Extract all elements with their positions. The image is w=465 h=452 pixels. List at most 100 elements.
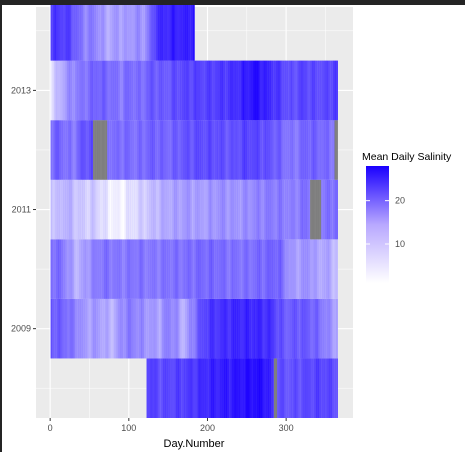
heatmap-tile bbox=[205, 358, 207, 418]
heatmap-tile bbox=[181, 358, 183, 418]
heatmap-tile bbox=[107, 179, 109, 240]
heatmap-tile bbox=[215, 120, 217, 180]
heatmap-tile bbox=[177, 298, 179, 359]
heatmap-tile bbox=[240, 60, 242, 121]
heatmap-tile bbox=[85, 179, 87, 240]
heatmap-tile bbox=[202, 239, 204, 299]
heatmap-tile bbox=[114, 179, 116, 240]
heatmap-tile bbox=[171, 60, 173, 121]
heatmap-tile bbox=[80, 120, 82, 180]
heatmap-tile bbox=[262, 120, 264, 180]
heatmap-tile bbox=[56, 5, 58, 61]
heatmap-tile bbox=[257, 358, 259, 418]
heatmap-tile bbox=[325, 239, 327, 299]
heatmap-tile bbox=[298, 239, 300, 299]
heatmap-tile bbox=[273, 120, 275, 180]
heatmap-tile bbox=[55, 239, 57, 299]
heatmap-tile bbox=[106, 5, 108, 61]
heatmap-tile bbox=[285, 120, 287, 180]
heatmap-tile bbox=[137, 120, 139, 180]
heatmap-tile bbox=[94, 179, 96, 240]
heatmap-tile bbox=[175, 60, 177, 121]
heatmap-tile bbox=[321, 120, 323, 180]
heatmap-tile bbox=[106, 298, 108, 359]
heatmap-tile bbox=[301, 298, 303, 359]
heatmap-tile bbox=[59, 239, 61, 299]
heatmap-tile bbox=[133, 298, 135, 359]
heatmap-tile bbox=[329, 179, 331, 240]
heatmap-tile bbox=[307, 239, 309, 299]
heatmap-tile bbox=[190, 239, 192, 299]
heatmap-tile bbox=[83, 298, 85, 359]
heatmap-tile bbox=[156, 298, 158, 359]
heatmap-tile bbox=[296, 358, 298, 418]
heatmap-tile bbox=[111, 60, 113, 121]
heatmap-tile bbox=[93, 298, 95, 359]
heatmap-tile bbox=[247, 179, 250, 240]
heatmap-tile bbox=[116, 179, 118, 240]
heatmap-tile bbox=[119, 5, 121, 61]
heatmap-tile bbox=[124, 239, 126, 299]
heatmap-tile bbox=[113, 120, 115, 180]
heatmap-tile bbox=[307, 179, 309, 240]
heatmap-tile bbox=[310, 239, 312, 299]
heatmap-tile bbox=[52, 60, 54, 121]
heatmap-tile bbox=[129, 60, 131, 121]
heatmap-tile bbox=[175, 358, 177, 418]
heatmap-tile bbox=[236, 179, 239, 240]
heatmap-tile bbox=[218, 239, 220, 299]
heatmap-tile bbox=[177, 120, 180, 180]
heatmap-tile bbox=[295, 120, 298, 180]
heatmap-tile bbox=[113, 5, 115, 61]
heatmap-tile bbox=[228, 298, 230, 359]
heatmap-tile bbox=[82, 179, 84, 240]
heatmap-tile bbox=[126, 60, 128, 121]
heatmap-tile bbox=[253, 179, 255, 240]
heatmap-tile bbox=[281, 60, 283, 121]
heatmap-tile bbox=[56, 239, 58, 299]
heatmap-tile bbox=[257, 120, 259, 180]
heatmap-tile bbox=[107, 179, 110, 240]
heatmap-tile bbox=[64, 239, 66, 299]
heatmap-tile bbox=[223, 179, 225, 240]
heatmap-tile bbox=[305, 60, 307, 121]
heatmap-tile bbox=[141, 298, 143, 359]
heatmap-tile bbox=[266, 120, 268, 180]
heatmap-tile bbox=[320, 239, 322, 299]
heatmap-tile bbox=[227, 60, 229, 121]
heatmap-tile bbox=[315, 239, 317, 299]
heatmap-tile bbox=[259, 120, 261, 180]
heatmap-tile bbox=[262, 298, 264, 359]
heatmap-tile bbox=[336, 120, 338, 180]
heatmap-tile bbox=[101, 5, 103, 61]
heatmap-tile bbox=[183, 5, 185, 61]
heatmap-tile bbox=[59, 120, 62, 180]
heatmap-tile bbox=[283, 298, 285, 359]
heatmap-tile bbox=[229, 239, 231, 299]
heatmap-tile bbox=[200, 358, 202, 418]
heatmap-tile bbox=[305, 358, 307, 418]
heatmap-tile bbox=[250, 179, 252, 240]
heatmap-tile bbox=[62, 120, 64, 180]
heatmap-tile bbox=[120, 298, 122, 359]
heatmap-tile bbox=[182, 5, 184, 61]
heatmap-tile bbox=[187, 60, 189, 121]
heatmap-tile bbox=[117, 120, 119, 180]
heatmap-tile bbox=[56, 120, 58, 180]
heatmap-tile bbox=[297, 179, 299, 240]
heatmap-tile bbox=[321, 179, 323, 240]
heatmap-tile bbox=[314, 120, 316, 180]
heatmap-tile bbox=[229, 239, 231, 299]
heatmap-tile bbox=[259, 298, 261, 359]
heatmap-tile bbox=[173, 5, 175, 61]
heatmap-tile bbox=[255, 120, 257, 180]
heatmap-tile bbox=[263, 358, 265, 418]
heatmap-tile bbox=[229, 120, 231, 180]
heatmap-tile bbox=[98, 120, 100, 180]
heatmap-tile bbox=[189, 5, 191, 61]
heatmap-tile bbox=[325, 120, 327, 180]
heatmap-tile bbox=[100, 60, 102, 121]
heatmap-tile bbox=[154, 358, 156, 418]
heatmap-tile bbox=[98, 179, 100, 240]
heatmap-tile bbox=[96, 179, 98, 240]
